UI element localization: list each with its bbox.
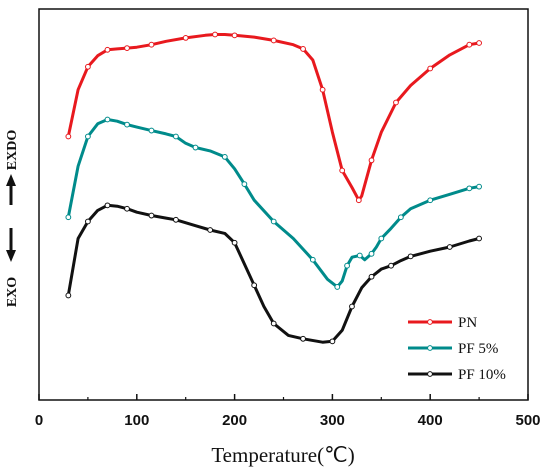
legend-marker xyxy=(427,345,433,351)
data-point xyxy=(65,214,72,221)
series-layer xyxy=(65,31,483,345)
data-point xyxy=(65,133,72,140)
data-point xyxy=(476,40,483,46)
data-point xyxy=(356,252,363,259)
data-point xyxy=(368,157,375,164)
legend-label: PF 5% xyxy=(458,341,498,357)
data-point xyxy=(393,99,399,106)
data-point xyxy=(104,116,111,123)
data-point xyxy=(148,127,155,134)
data-point xyxy=(466,41,473,48)
data-point xyxy=(231,239,238,246)
data-point xyxy=(241,181,248,188)
data-point xyxy=(85,218,91,225)
data-point xyxy=(221,154,228,160)
data-point xyxy=(104,202,111,209)
data-point xyxy=(355,197,362,204)
x-axis-title: Temperature(℃) xyxy=(211,443,354,467)
data-point xyxy=(65,292,72,299)
data-point xyxy=(388,262,394,269)
x-tick-label: 100 xyxy=(124,412,149,429)
data-point xyxy=(148,212,155,219)
data-point xyxy=(344,262,350,269)
data-point xyxy=(427,197,434,204)
data-point xyxy=(85,63,91,70)
data-point xyxy=(173,216,179,223)
data-point xyxy=(446,244,453,250)
data-point xyxy=(476,235,483,242)
data-point xyxy=(349,303,355,310)
x-tick-label: 200 xyxy=(222,412,247,429)
series-line-2 xyxy=(66,203,480,344)
data-point xyxy=(207,227,214,233)
x-tick-label: 300 xyxy=(320,412,345,429)
data-point xyxy=(309,256,316,263)
y-axis-annotation: EXDO EXO xyxy=(5,130,20,308)
data-point xyxy=(192,144,199,151)
data-point xyxy=(124,121,130,128)
data-point xyxy=(466,185,473,192)
data-point xyxy=(329,338,336,345)
x-axis-ticks: 0 100 200 300 400 500 xyxy=(35,394,541,429)
data-point xyxy=(319,86,326,93)
series-line-1 xyxy=(66,118,480,289)
data-point xyxy=(339,167,346,174)
legend-label: PF 10% xyxy=(458,367,506,383)
data-point xyxy=(368,250,375,257)
data-point xyxy=(124,205,130,212)
up-arrow-icon xyxy=(6,174,16,205)
data-point xyxy=(173,133,179,140)
data-point xyxy=(397,214,404,221)
data-point xyxy=(334,284,341,290)
data-point xyxy=(212,31,218,38)
data-point xyxy=(368,273,375,280)
y-label-bottom: EXO xyxy=(5,277,20,307)
legend-marker xyxy=(427,319,433,325)
data-point xyxy=(124,45,130,51)
data-point xyxy=(85,133,91,140)
data-point xyxy=(231,32,238,39)
data-point xyxy=(270,218,277,225)
series-line-0 xyxy=(66,33,480,202)
data-point xyxy=(251,282,258,289)
data-point xyxy=(427,65,434,72)
legend: PN PF 5% PF 10% xyxy=(408,315,506,383)
data-point xyxy=(270,37,277,44)
data-point xyxy=(104,46,111,53)
data-point xyxy=(270,320,277,327)
x-tick-label: 400 xyxy=(418,412,443,429)
y-label-top: EXDO xyxy=(5,130,20,171)
legend-label: PN xyxy=(458,315,477,331)
x-tick-label: 0 xyxy=(35,412,43,429)
data-point xyxy=(182,35,189,41)
data-point xyxy=(407,253,414,260)
data-point xyxy=(300,335,306,342)
data-point xyxy=(378,235,385,242)
data-point xyxy=(476,183,483,190)
down-arrow-icon xyxy=(6,228,16,262)
x-tick-label: 500 xyxy=(515,412,540,429)
data-point xyxy=(300,46,306,52)
data-point xyxy=(148,41,155,48)
legend-marker xyxy=(427,371,433,377)
